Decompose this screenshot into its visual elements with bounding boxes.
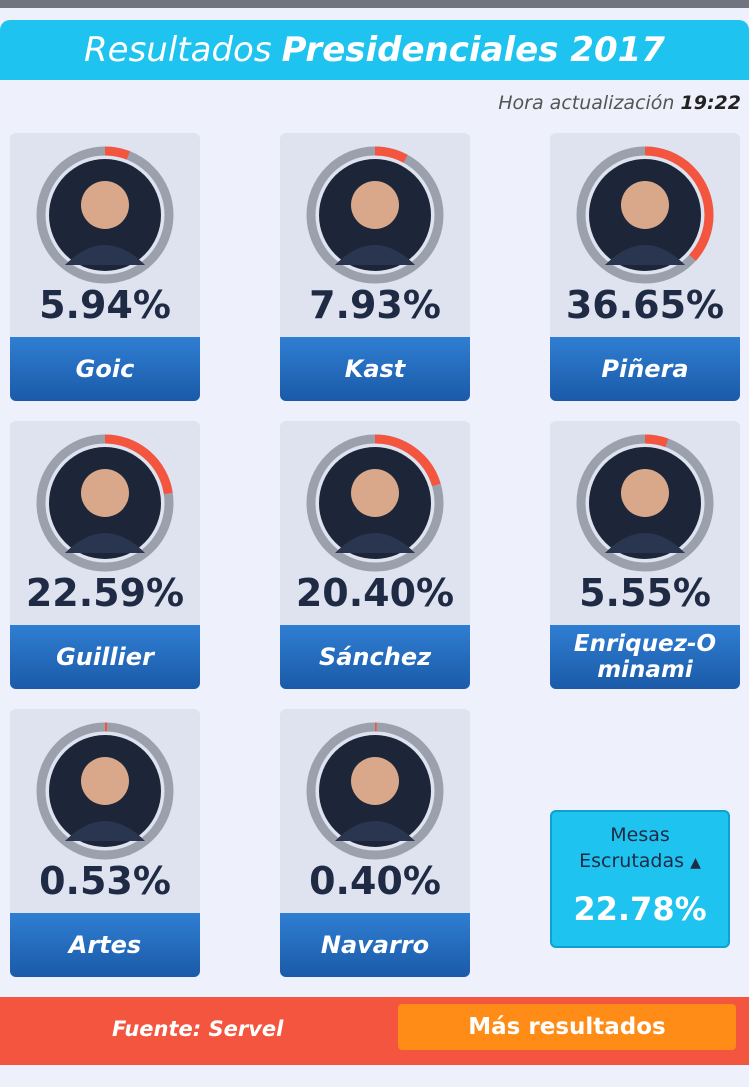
candidate-name: Navarro — [280, 913, 470, 977]
candidate-percent: 36.65% — [565, 283, 725, 327]
ring-progress — [36, 722, 174, 860]
shoulders-icon — [605, 245, 685, 265]
title-light: Resultados — [84, 30, 272, 70]
update-label: Hora actualización — [498, 92, 675, 114]
candidate-card[interactable]: 5.94% Goic — [10, 133, 200, 401]
candidate-card[interactable]: 22.59% Guillier — [10, 421, 200, 689]
shoulders-icon — [605, 533, 685, 553]
mesas-value: 22.78% — [573, 890, 707, 928]
candidate-percent: 5.94% — [39, 283, 171, 327]
candidate-ring — [36, 146, 174, 284]
more-results-button[interactable]: Más resultados — [398, 1004, 736, 1050]
face-icon — [81, 469, 129, 517]
shoulders-icon — [335, 821, 415, 841]
face-icon — [351, 181, 399, 229]
ring-progress — [576, 146, 714, 284]
candidate-ring — [306, 434, 444, 572]
face-icon — [621, 469, 669, 517]
face-icon — [81, 181, 129, 229]
face-icon — [351, 757, 399, 805]
candidate-card[interactable]: 20.40% Sánchez — [280, 421, 470, 689]
candidate-name: Artes — [10, 913, 200, 977]
shoulders-icon — [65, 533, 145, 553]
ring-progress — [306, 146, 444, 284]
candidate-card[interactable]: 0.40% Navarro — [280, 709, 470, 977]
footer: Fuente: Servel Más resultados — [0, 997, 749, 1065]
update-time-value: 19:22 — [680, 92, 741, 114]
triangle-up-icon: ▲ — [690, 855, 701, 871]
candidate-name: Goic — [10, 337, 200, 401]
candidate-card[interactable]: 7.93% Kast — [280, 133, 470, 401]
candidate-ring — [36, 722, 174, 860]
candidate-percent: 7.93% — [309, 283, 441, 327]
candidate-ring — [576, 434, 714, 572]
candidate-ring — [306, 722, 444, 860]
candidate-name: Sánchez — [280, 625, 470, 689]
candidate-percent: 0.53% — [39, 859, 171, 903]
mesas-label-line1: Mesas — [610, 824, 670, 846]
candidate-ring — [576, 146, 714, 284]
shoulders-icon — [65, 245, 145, 265]
mesas-label-line2: Escrutadas — [579, 850, 685, 872]
candidate-percent: 22.59% — [25, 571, 185, 615]
update-time: Hora actualización 19:22 — [498, 92, 741, 114]
shoulders-icon — [335, 533, 415, 553]
candidate-name: Kast — [280, 337, 470, 401]
ring-progress — [306, 434, 444, 572]
candidate-card[interactable]: 36.65% Piñera — [550, 133, 740, 401]
candidate-card[interactable]: 0.53% Artes — [10, 709, 200, 977]
shoulders-icon — [335, 245, 415, 265]
face-icon — [621, 181, 669, 229]
candidate-name: Guillier — [10, 625, 200, 689]
candidate-percent: 5.55% — [579, 571, 711, 615]
title-bold: Presidenciales 2017 — [281, 30, 665, 70]
candidate-percent: 20.40% — [295, 571, 455, 615]
top-bar — [0, 0, 749, 8]
face-icon — [81, 757, 129, 805]
mesas-label: Mesas Escrutadas ▲ — [552, 822, 728, 876]
ring-progress — [306, 722, 444, 860]
shoulders-icon — [65, 821, 145, 841]
page-title: Resultados Presidenciales 2017 — [0, 20, 749, 80]
candidate-ring — [306, 146, 444, 284]
ring-progress — [36, 146, 174, 284]
face-icon — [351, 469, 399, 517]
mesas-escrutadas-box[interactable]: Mesas Escrutadas ▲ 22.78% — [550, 810, 730, 948]
ring-progress — [36, 434, 174, 572]
candidate-ring — [36, 434, 174, 572]
candidate-percent: 0.40% — [309, 859, 441, 903]
ring-progress — [576, 434, 714, 572]
candidate-name: Enriquez-Ominami — [550, 625, 740, 689]
candidate-card[interactable]: 5.55% Enriquez-Ominami — [550, 421, 740, 689]
source-label: Fuente: Servel — [112, 1017, 284, 1041]
candidate-name: Piñera — [550, 337, 740, 401]
